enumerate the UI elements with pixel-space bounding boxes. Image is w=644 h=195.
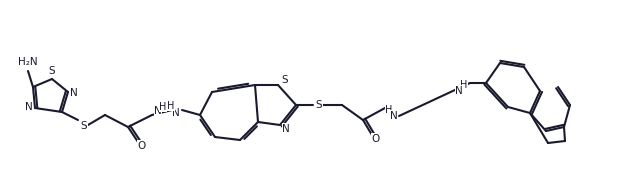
- Text: H: H: [167, 101, 175, 111]
- Text: H: H: [460, 80, 468, 90]
- Text: N: N: [154, 106, 162, 116]
- Text: O: O: [138, 141, 146, 151]
- Text: N: N: [282, 124, 290, 134]
- Text: N: N: [70, 88, 78, 98]
- Text: N: N: [455, 86, 463, 96]
- Text: S: S: [49, 66, 55, 76]
- Text: S: S: [80, 121, 88, 131]
- Text: S: S: [316, 100, 322, 110]
- Text: H: H: [159, 102, 167, 112]
- Text: N: N: [25, 102, 33, 112]
- Text: N: N: [390, 111, 398, 121]
- Text: O: O: [372, 134, 380, 144]
- Text: H₂N: H₂N: [18, 57, 38, 67]
- Text: S: S: [281, 75, 289, 85]
- Text: N: N: [172, 108, 180, 118]
- Text: H: H: [385, 105, 393, 115]
